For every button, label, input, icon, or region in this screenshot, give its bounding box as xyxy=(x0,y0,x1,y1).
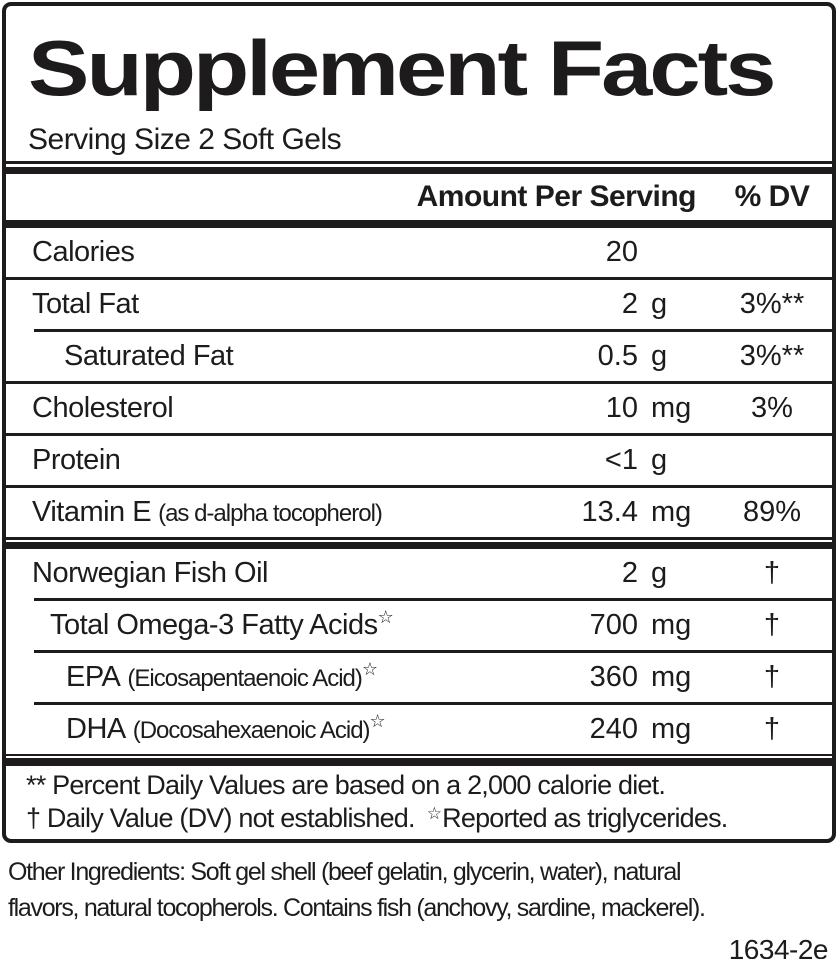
amount-per-serving-header: Amount Per Serving xyxy=(416,180,697,213)
nutrient-detail: (Docosahexaenoic Acid) xyxy=(132,717,371,744)
nutrient-name: Saturated Fat xyxy=(64,340,234,372)
nutrient-name: DHA xyxy=(66,713,126,745)
divider-thin-line xyxy=(6,537,832,540)
row-separator xyxy=(6,485,832,488)
row-epa: EPA (Eicosapentaenoic Acid)☆ 360 mg † xyxy=(6,653,832,702)
row-separator xyxy=(6,381,832,384)
dv-value: 3% xyxy=(751,392,793,424)
amount-value: 20 xyxy=(605,236,638,268)
percent-dv-header: % DV xyxy=(734,180,810,213)
amount-unit: mg xyxy=(651,713,692,745)
amount-value: 13.4 xyxy=(581,496,638,528)
row-separator xyxy=(6,433,832,436)
nutrient-detail: (as d-alpha tocopherol) xyxy=(158,500,383,527)
amount-value: 10 xyxy=(605,392,638,424)
row-separator-indented xyxy=(34,650,832,653)
amount-value: 2 xyxy=(621,557,638,589)
divider-thick-line xyxy=(6,167,832,174)
divider-thick-line xyxy=(6,758,832,766)
row-protein: Protein <1 g xyxy=(6,436,832,485)
divider-thin-line xyxy=(6,161,832,164)
amount-unit: mg xyxy=(651,392,692,424)
footnote-dv-not-established: † Daily Value (DV) not established. ☆Repo… xyxy=(26,803,728,833)
panel-title: Supplement Facts xyxy=(28,24,776,112)
triglyceride-star: ☆ xyxy=(361,659,379,679)
footnotes-block: ** Percent Daily Values are based on a 2… xyxy=(6,766,832,838)
dv-value: † xyxy=(763,557,781,589)
nutrient-name: Vitamin E xyxy=(32,496,152,528)
row-total-omega-3: Total Omega-3 Fatty Acids☆ 700 mg † xyxy=(6,601,832,650)
header-divider-bar xyxy=(6,220,832,228)
row-vitamin-e: Vitamin E (as d-alpha tocopherol) 13.4 mg… xyxy=(6,488,832,537)
section-divider-bar xyxy=(6,537,832,549)
dv-value: † xyxy=(763,713,781,745)
amount-value: 360 xyxy=(589,661,638,693)
row-norwegian-fish-oil: Norwegian Fish Oil 2 g † xyxy=(6,549,832,598)
nutrient-name: Norwegian Fish Oil xyxy=(32,557,268,589)
divider-thick-line xyxy=(6,542,832,549)
dv-value: 3%** xyxy=(739,340,805,372)
row-calories: Calories 20 xyxy=(6,228,832,277)
amount-value: 240 xyxy=(589,713,638,745)
amount-unit: mg xyxy=(651,496,692,528)
dv-value: † xyxy=(763,609,781,641)
other-ingredients-line-2: flavors, natural tocopherols. Contains f… xyxy=(8,894,706,922)
amount-unit: g xyxy=(651,557,668,589)
nutrient-name: Protein xyxy=(32,444,121,476)
column-header-row: Amount Per Serving % DV xyxy=(6,174,832,220)
amount-unit: g xyxy=(651,288,668,320)
serving-size: Serving Size 2 Soft Gels xyxy=(28,123,342,156)
serving-divider-bar xyxy=(6,161,832,174)
nutrient-name: Total Omega-3 Fatty Acids xyxy=(50,609,378,641)
row-dha: DHA (Docosahexaenoic Acid)☆ 240 mg † xyxy=(6,705,832,754)
footnote-daily-values: ** Percent Daily Values are based on a 2… xyxy=(26,770,666,800)
dv-value: 89% xyxy=(742,496,802,528)
row-separator-indented xyxy=(34,702,832,705)
amount-unit: g xyxy=(651,444,668,476)
label-code: 1634-2e xyxy=(728,934,829,959)
row-separator-indented xyxy=(34,329,832,332)
amount-unit: mg xyxy=(651,661,692,693)
row-saturated-fat: Saturated Fat 0.5 g 3%** xyxy=(6,332,832,381)
row-total-fat: Total Fat 2 g 3%** xyxy=(6,280,832,329)
triglyceride-star: ☆ xyxy=(369,711,386,731)
dv-value: † xyxy=(763,661,781,693)
amount-value: 0.5 xyxy=(597,340,638,372)
amount-value: 2 xyxy=(621,288,638,320)
divider-thin-line xyxy=(6,754,832,756)
row-separator-indented xyxy=(34,598,832,601)
dv-value: 3%** xyxy=(739,288,805,320)
amount-value: <1 xyxy=(604,444,638,476)
title-block: Supplement Facts Serving Size 2 Soft Gel… xyxy=(6,6,832,161)
row-separator xyxy=(6,277,832,280)
row-cholesterol: Cholesterol 10 mg 3% xyxy=(6,384,832,433)
supplement-facts-panel: Supplement Facts Serving Size 2 Soft Gel… xyxy=(2,2,836,843)
nutrient-name: Cholesterol xyxy=(32,392,174,424)
triglyceride-star: ☆ xyxy=(426,804,442,823)
amount-unit: g xyxy=(651,340,668,372)
nutrient-name: EPA xyxy=(66,661,121,693)
amount-value: 700 xyxy=(589,609,638,641)
other-ingredients-line-1: Other Ingredients: Soft gel shell (beef … xyxy=(8,858,682,886)
amount-unit: mg xyxy=(651,609,692,641)
nutrient-name: Calories xyxy=(32,236,135,268)
nutrient-name: Total Fat xyxy=(32,288,139,320)
other-ingredients-paragraph: Other Ingredients: Soft gel shell (beef … xyxy=(8,854,838,926)
nutrient-detail: (Eicosapentaenoic Acid) xyxy=(127,665,362,692)
footnote-divider-bar xyxy=(6,754,832,766)
triglyceride-star: ☆ xyxy=(377,607,394,627)
